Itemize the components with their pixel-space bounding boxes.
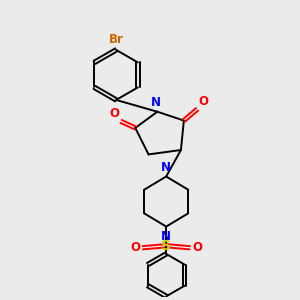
- Text: O: O: [199, 95, 208, 108]
- Text: O: O: [130, 241, 140, 254]
- Text: Br: Br: [109, 33, 124, 46]
- Text: S: S: [161, 239, 171, 253]
- Text: O: O: [110, 107, 120, 120]
- Text: O: O: [192, 241, 202, 254]
- Text: N: N: [161, 160, 171, 174]
- Text: N: N: [161, 230, 171, 242]
- Text: N: N: [151, 96, 161, 110]
